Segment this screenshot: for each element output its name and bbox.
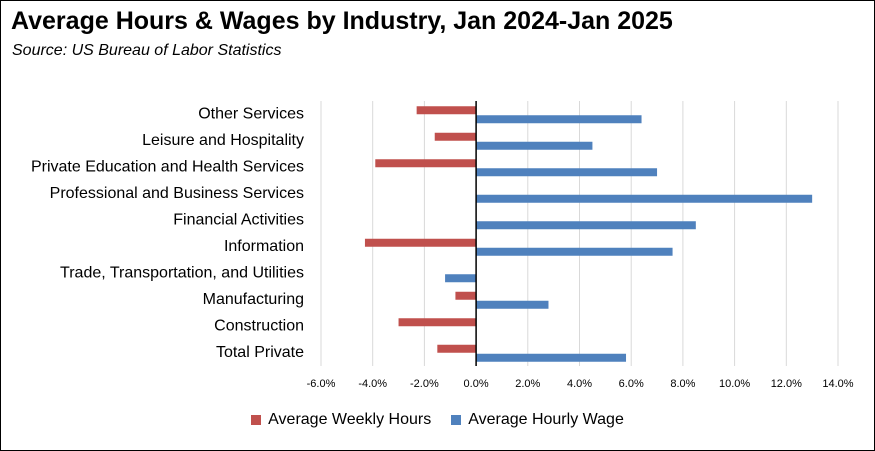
category-label: Information xyxy=(224,238,304,255)
bar-weekly-hours xyxy=(398,318,477,327)
category-label: Professional and Business Services xyxy=(50,185,304,202)
x-tick-label: -6.0% xyxy=(307,378,336,390)
x-tick-label: 10.0% xyxy=(719,378,750,390)
category-label: Financial Activities xyxy=(173,211,304,228)
x-tick-label: -2.0% xyxy=(410,378,439,390)
bar-hourly-wage xyxy=(476,141,593,150)
category-labels: Other Services Leisure and Hospitality Pri… xyxy=(31,105,304,361)
bar-weekly-hours xyxy=(364,238,477,247)
category-label: Total Private xyxy=(216,344,304,361)
x-tick-label: 6.0% xyxy=(619,378,644,390)
bar-hourly-wage xyxy=(476,300,549,309)
category-label: Other Services xyxy=(198,105,304,122)
legend-swatch-hours xyxy=(251,415,262,425)
bar-hourly-wage xyxy=(476,247,673,256)
bar-weekly-hours xyxy=(375,159,477,168)
chart-subtitle: Source: US Bureau of Labor Statistics xyxy=(12,42,282,59)
legend: Average Weekly Hours Average Hourly Wage xyxy=(1,411,874,429)
x-tick-label: 2.0% xyxy=(515,378,540,390)
legend-swatch-wage xyxy=(451,415,462,425)
legend-label-hours: Average Weekly Hours xyxy=(268,411,432,428)
bar-hourly-wage xyxy=(476,194,813,203)
bars xyxy=(364,106,813,362)
category-label: Construction xyxy=(214,317,304,334)
category-label: Private Education and Health Services xyxy=(31,158,304,175)
legend-label-wage: Average Hourly Wage xyxy=(468,411,624,428)
bar-hourly-wage xyxy=(476,221,696,230)
x-tick-label: 14.0% xyxy=(822,378,853,390)
bar-hourly-wage xyxy=(445,274,477,283)
legend-item-wage: Average Hourly Wage xyxy=(451,411,624,429)
x-tick-labels: -6.0% -4.0% -2.0% 0.0% 2.0% 4.0% 6.0% 8.0% 10.0%… xyxy=(307,378,854,390)
chart-title: Average Hours & Wages by Industry, Jan 2… xyxy=(11,7,673,35)
bar-hourly-wage xyxy=(476,115,642,124)
x-tick-label: -4.0% xyxy=(358,378,387,390)
bar-weekly-hours xyxy=(437,344,477,353)
category-label: Leisure and Hospitality xyxy=(142,132,304,149)
x-tick-label: 4.0% xyxy=(567,378,592,390)
bar-hourly-wage xyxy=(476,168,658,177)
legend-item-hours: Average Weekly Hours xyxy=(251,411,431,429)
category-label: Manufacturing xyxy=(203,291,304,308)
x-tick-label: 8.0% xyxy=(670,378,695,390)
bar-hourly-wage xyxy=(476,353,627,362)
bar-weekly-hours xyxy=(434,132,477,141)
bar-weekly-hours xyxy=(416,106,477,115)
x-tick-label: 12.0% xyxy=(771,378,802,390)
category-label: Trade, Transportation, and Utilities xyxy=(60,264,304,281)
x-tick-label: 0.0% xyxy=(464,378,489,390)
bar-weekly-hours xyxy=(455,291,477,300)
